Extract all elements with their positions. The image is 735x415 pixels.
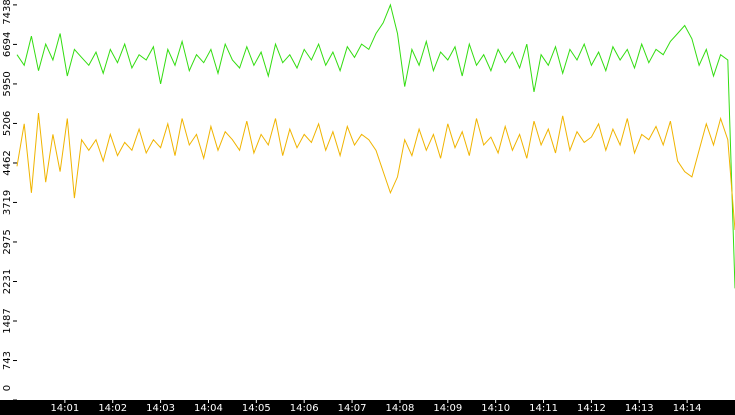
x-tick-label: 14:14 — [673, 403, 702, 414]
x-tick-label: 14:04 — [194, 403, 223, 414]
x-tick-label: 14:05 — [242, 403, 271, 414]
y-tick-label: 1487 — [2, 308, 13, 333]
y-tick-label: 0 — [2, 385, 13, 391]
y-tick-label: 4462 — [2, 150, 13, 175]
x-tick-label: 14:03 — [146, 403, 175, 414]
x-tick-label: 14:08 — [386, 403, 415, 414]
x-tick-label: 14:10 — [481, 403, 510, 414]
y-tick-label: 2975 — [2, 229, 13, 254]
x-tick-label: 14:06 — [290, 403, 319, 414]
x-axis-bar — [0, 400, 735, 415]
x-tick-label: 14:02 — [98, 403, 127, 414]
y-tick-label: 3719 — [2, 190, 13, 215]
x-tick-label: 14:11 — [529, 403, 558, 414]
x-tick-label: 14:07 — [338, 403, 367, 414]
y-tick-label: 5206 — [2, 111, 13, 136]
x-tick-label: 14:12 — [577, 403, 606, 414]
y-tick-label: 7438 — [2, 0, 13, 25]
x-tick-label: 14:09 — [433, 403, 462, 414]
y-tick-label: 5950 — [2, 71, 13, 96]
y-tick-label: 743 — [2, 351, 13, 370]
x-tick-label: 14:01 — [50, 403, 79, 414]
series-line — [16, 3, 735, 289]
x-tick-label: 14:13 — [625, 403, 654, 414]
y-tick-label: 2231 — [2, 269, 13, 294]
series-line — [16, 113, 735, 231]
y-tick-label: 6694 — [2, 32, 13, 57]
